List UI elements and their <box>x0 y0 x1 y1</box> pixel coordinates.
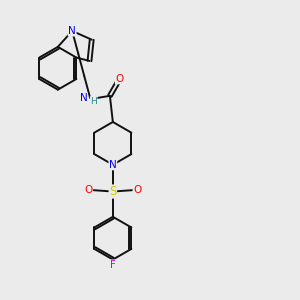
Text: F: F <box>110 260 116 270</box>
Text: O: O <box>84 185 93 195</box>
Text: N: N <box>109 160 117 170</box>
Text: O: O <box>133 185 141 195</box>
Text: N: N <box>68 26 76 36</box>
Text: S: S <box>109 185 116 198</box>
Text: N: N <box>80 93 88 103</box>
Text: O: O <box>116 74 124 84</box>
Text: H: H <box>90 97 97 106</box>
